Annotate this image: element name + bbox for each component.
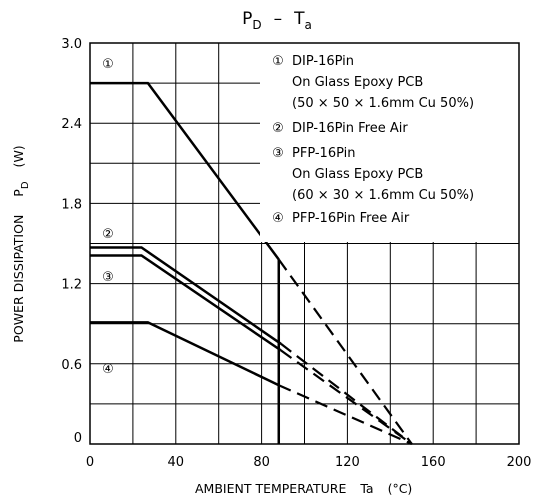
legend-entry-text: PFP-16Pin bbox=[292, 146, 356, 161]
y-axis-label: POWER DISSIPATIONPD(W) bbox=[11, 145, 31, 342]
series-3-marker: ③ bbox=[102, 270, 114, 285]
legend-entry-text: On Glass Epoxy PCB bbox=[292, 75, 423, 90]
legend-marker: ① bbox=[272, 54, 284, 69]
legend: ① DIP-16Pin On Glass Epoxy PCB (50 × 50 × 1… bbox=[272, 54, 474, 226]
series-1-line bbox=[90, 81, 280, 261]
legend-marker: ④ bbox=[272, 211, 284, 226]
y-tick-label: 2.4 bbox=[61, 117, 82, 132]
y-tick-label: 1.8 bbox=[61, 197, 82, 212]
x-tick-label: 200 bbox=[507, 455, 532, 470]
series-3-line bbox=[90, 254, 282, 352]
legend-box bbox=[260, 43, 519, 242]
chart-title: PD – Ta bbox=[242, 9, 312, 32]
y-tick-label: 1.2 bbox=[61, 278, 82, 293]
x-tick-label: 80 bbox=[253, 455, 270, 470]
legend-entry-text: DIP-16Pin bbox=[292, 54, 354, 69]
series-1-derating-extension bbox=[277, 258, 413, 445]
y-tick-labels: 0 0.6 1.2 1.8 2.4 3.0 bbox=[61, 37, 82, 446]
x-tick-label: 40 bbox=[168, 455, 185, 470]
legend-entry-text: (50 × 50 × 1.6mm Cu 50%) bbox=[292, 96, 474, 111]
series-2-line bbox=[90, 246, 282, 345]
series-4-line bbox=[90, 321, 280, 387]
x-axis-label: AMBIENT TEMPERATURE Ta (°C) bbox=[195, 481, 412, 496]
y-tick-label: 0.6 bbox=[61, 358, 82, 373]
legend-entry-text: DIP-16Pin Free Air bbox=[292, 121, 408, 136]
legend-entry-text: (60 × 30 × 1.6mm Cu 50%) bbox=[292, 188, 474, 203]
y-tick-label: 3.0 bbox=[61, 37, 82, 52]
x-tick-label: 120 bbox=[335, 455, 360, 470]
y-tick-label: 0 bbox=[74, 431, 82, 446]
legend-entry-text: On Glass Epoxy PCB bbox=[292, 167, 423, 182]
series-layer bbox=[90, 81, 413, 446]
x-tick-label: 0 bbox=[86, 455, 94, 470]
series-1-marker: ① bbox=[102, 57, 114, 72]
legend-marker: ③ bbox=[272, 146, 284, 161]
series-markers: ① ② ③ ④ bbox=[102, 57, 114, 377]
x-tick-labels: 0 40 80 120 160 200 bbox=[86, 455, 532, 470]
legend-marker: ② bbox=[272, 121, 284, 136]
plot-frame bbox=[89, 42, 520, 445]
series-2-marker: ② bbox=[102, 227, 114, 242]
series-3-derating-extension bbox=[280, 349, 413, 445]
series-4-derating-extension bbox=[278, 384, 413, 446]
legend-entry-text: PFP-16Pin Free Air bbox=[292, 211, 410, 226]
x-tick-label: 160 bbox=[421, 455, 446, 470]
series-4-marker: ④ bbox=[102, 362, 114, 377]
series-2-derating-extension bbox=[280, 342, 413, 445]
